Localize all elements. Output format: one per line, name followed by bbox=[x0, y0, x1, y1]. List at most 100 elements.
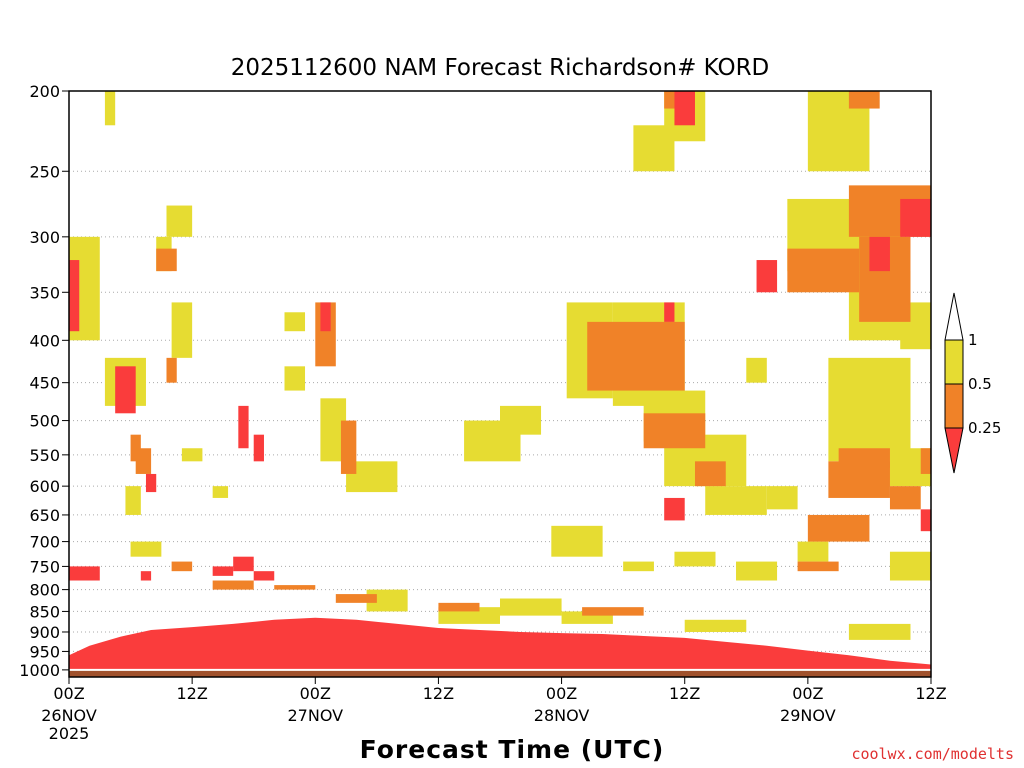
ri-cell bbox=[848, 91, 880, 109]
ri-cell bbox=[104, 91, 116, 126]
ri-cell bbox=[756, 260, 778, 293]
ri-cell bbox=[500, 405, 542, 435]
legend-label: 0.25 bbox=[968, 419, 1001, 437]
y-tick-label: 850 bbox=[29, 602, 60, 621]
ri-cell bbox=[848, 623, 911, 640]
x-tick-date: 28NOV bbox=[534, 706, 590, 725]
x-tick-label: 00Z bbox=[546, 684, 577, 703]
ri-cell bbox=[889, 486, 921, 510]
ri-cell bbox=[438, 602, 480, 612]
ri-cell bbox=[838, 448, 890, 468]
ri-cell bbox=[69, 566, 100, 581]
legend: 1 0.5 0.25 bbox=[944, 292, 1001, 474]
ri-cell bbox=[320, 302, 331, 332]
y-tick-label: 350 bbox=[29, 283, 60, 302]
ground-fill bbox=[69, 669, 931, 677]
x-tick-label: 12Z bbox=[423, 684, 454, 703]
legend-swatch-high bbox=[944, 292, 964, 341]
legend-label: 0.5 bbox=[968, 375, 992, 393]
ri-cell bbox=[238, 405, 249, 449]
y-tick-label: 600 bbox=[29, 477, 60, 496]
ri-cell bbox=[705, 486, 767, 515]
ri-cell bbox=[664, 497, 685, 521]
ri-cell bbox=[500, 598, 562, 616]
ri-cell bbox=[284, 366, 306, 391]
ri-cell bbox=[156, 248, 177, 272]
ri-cell bbox=[684, 619, 747, 632]
ri-cell bbox=[643, 413, 706, 449]
ri-cell bbox=[920, 509, 931, 532]
ri-cell bbox=[253, 571, 275, 581]
ri-cell bbox=[900, 198, 931, 237]
x-tick-label: 00Z bbox=[792, 684, 823, 703]
legend-swatch-orange bbox=[944, 383, 964, 429]
y-tick-label: 500 bbox=[29, 412, 60, 431]
ri-cell bbox=[736, 561, 778, 581]
ri-cell bbox=[582, 607, 644, 616]
y-tick-label: 700 bbox=[29, 533, 60, 552]
y-tick-label: 950 bbox=[29, 642, 60, 661]
x-tick-label: 12Z bbox=[176, 684, 207, 703]
ri-cell bbox=[766, 486, 798, 510]
ri-cell bbox=[366, 589, 408, 612]
x-tick-date: 27NOV bbox=[287, 706, 343, 725]
ri-cell bbox=[212, 580, 254, 590]
ri-cell bbox=[166, 205, 193, 237]
ri-cell bbox=[920, 448, 931, 474]
y-tick-label: 650 bbox=[29, 506, 60, 525]
x-tick-label: 00Z bbox=[300, 684, 331, 703]
ri-cell bbox=[335, 594, 377, 603]
ri-cell bbox=[869, 236, 890, 272]
ri-cell bbox=[694, 461, 726, 487]
y-tick-label: 200 bbox=[29, 82, 60, 101]
ri-cell bbox=[135, 448, 152, 474]
y-tick-label: 250 bbox=[29, 162, 60, 181]
ri-cell bbox=[130, 541, 162, 557]
x-tick-label: 12Z bbox=[669, 684, 700, 703]
legend-swatch-yellow bbox=[944, 339, 964, 385]
ri-cell bbox=[587, 321, 685, 391]
legend-label: 1 bbox=[968, 331, 978, 349]
ri-cell bbox=[125, 486, 141, 515]
y-tick-label: 1000 bbox=[19, 661, 60, 680]
y-tick-label: 750 bbox=[29, 557, 60, 576]
x-tick-label: 12Z bbox=[915, 684, 946, 703]
ri-cell bbox=[130, 434, 141, 462]
ri-cell bbox=[171, 302, 193, 358]
ri-cell bbox=[171, 561, 193, 572]
y-tick-label: 400 bbox=[29, 331, 60, 350]
ri-cell bbox=[889, 551, 931, 581]
x-tick-year: 2025 bbox=[49, 724, 90, 743]
legend-swatch-low bbox=[944, 427, 964, 474]
chart-title: 2025112600 NAM Forecast Richardson# KORD bbox=[231, 55, 770, 81]
ri-cell bbox=[140, 571, 152, 581]
ri-cell bbox=[284, 312, 306, 332]
ri-cell bbox=[807, 514, 870, 542]
ri-cell bbox=[274, 585, 316, 590]
ri-cell bbox=[746, 357, 767, 383]
ri-cell bbox=[797, 561, 839, 572]
ri-cell bbox=[212, 566, 234, 576]
x-tick-date: 29NOV bbox=[780, 706, 836, 725]
ri-cell bbox=[787, 248, 860, 293]
ri-cell bbox=[664, 302, 675, 322]
ri-cell bbox=[212, 486, 229, 498]
ri-cell bbox=[115, 366, 136, 414]
ri-cell bbox=[340, 420, 357, 474]
y-axis: 200 250 300 350 400 450 500 550 600 650 700 750 800 8… bbox=[19, 82, 69, 680]
x-tick-label: 00Z bbox=[53, 684, 84, 703]
ri-cell bbox=[181, 448, 203, 462]
x-tick-date: 26NOV bbox=[41, 706, 97, 725]
y-tick-label: 300 bbox=[29, 228, 60, 247]
plot-area bbox=[69, 91, 931, 677]
ri-cell bbox=[828, 357, 911, 462]
ri-cell bbox=[166, 357, 177, 383]
y-tick-label: 800 bbox=[29, 581, 60, 600]
x-axis-label: Forecast Time (UTC) bbox=[360, 735, 665, 764]
credit-text: coolwx.com/modelts bbox=[851, 745, 1014, 763]
y-tick-label: 900 bbox=[29, 623, 60, 642]
plot-frame bbox=[68, 90, 932, 678]
ri-cell bbox=[253, 434, 264, 462]
